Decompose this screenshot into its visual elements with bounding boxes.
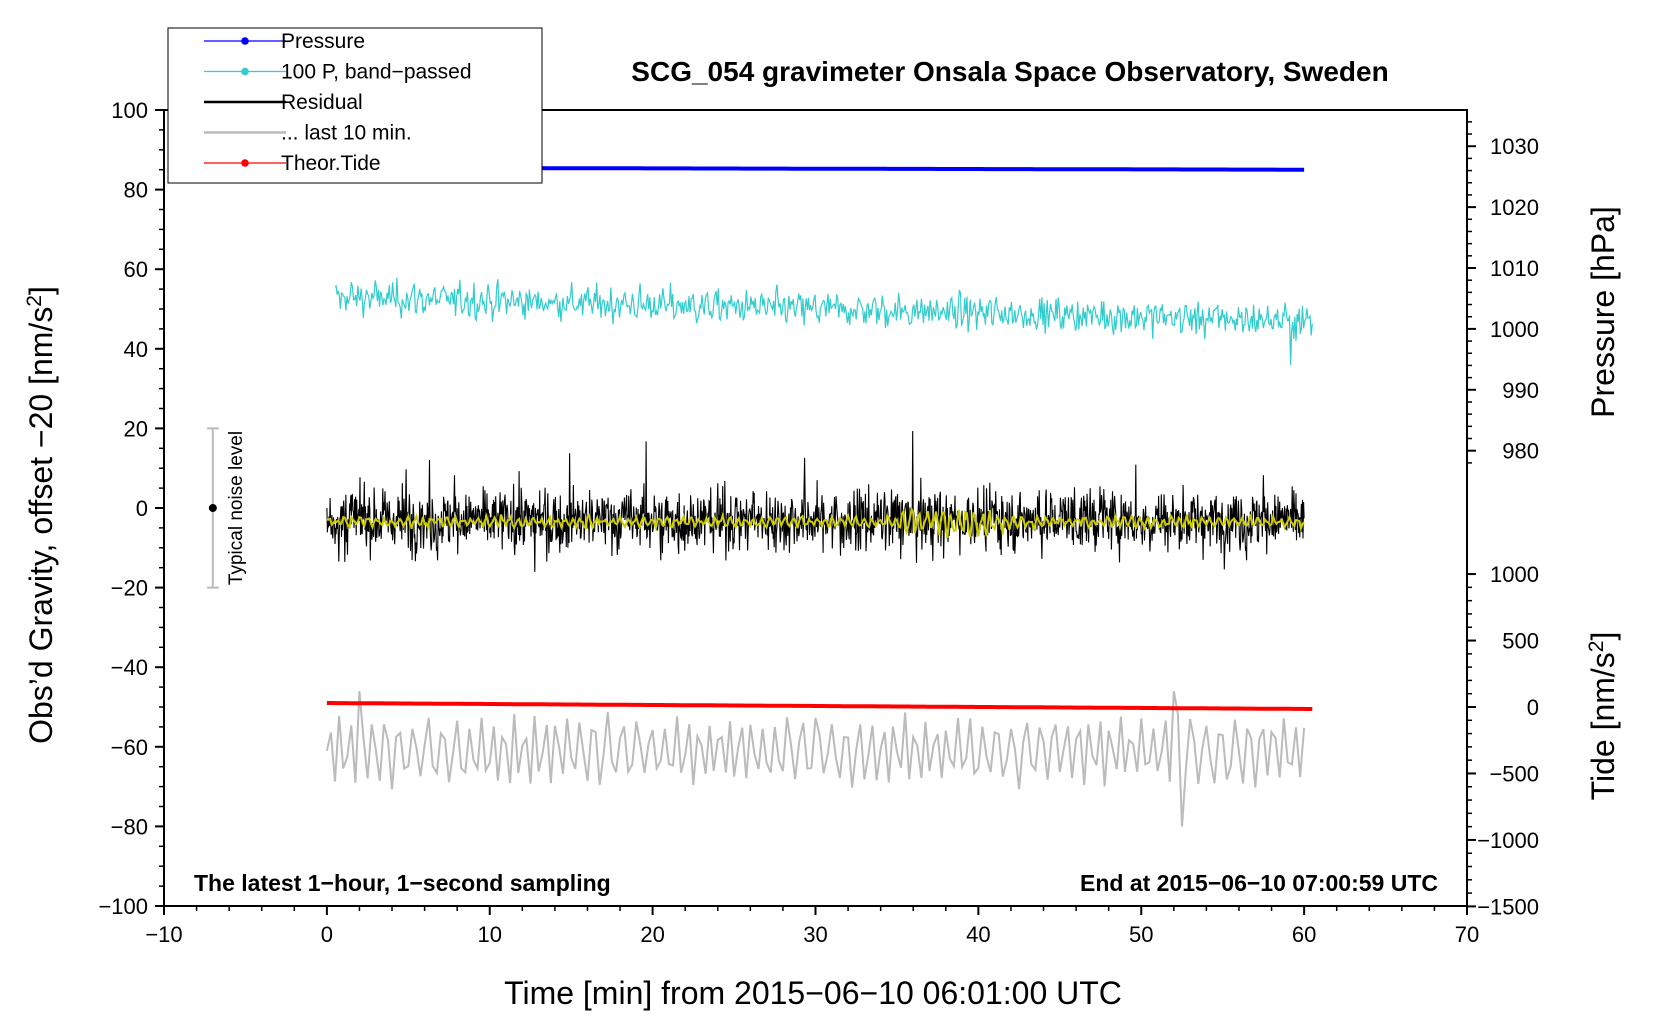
series-residual (326, 430, 1305, 572)
tide-tick-label: −1000 (1477, 828, 1539, 853)
x-tick-label: 0 (321, 922, 333, 947)
series-band-passed-pressure (334, 277, 1313, 365)
y-axis-label-tide: Tide [nm/s2] (1585, 632, 1622, 801)
legend-box (167, 27, 543, 184)
pressure-tick-label: 1030 (1490, 134, 1539, 159)
y-tick-label: −40 (111, 655, 148, 680)
legend-label: Residual (281, 91, 363, 114)
pressure-tick-label: 980 (1502, 439, 1539, 464)
tide-tick-label: 0 (1527, 695, 1539, 720)
legend-label: 100 P, band−passed (281, 61, 472, 84)
x-tick-label: 60 (1292, 922, 1316, 947)
x-tick-label: 20 (640, 922, 664, 947)
noise-bar-center-dot (208, 504, 217, 512)
y-axis-label-left: Obs’d Gravity, offset −20 [nm/s2] (23, 286, 60, 744)
legend-label: ... last 10 min. (281, 122, 412, 145)
axes: −10 0 10 20 30 40 50 60 70100806040200−20−40−60−… (98, 98, 1539, 947)
tide-tick-label: −1500 (1477, 894, 1539, 919)
tide-tick-label: 1000 (1490, 562, 1539, 587)
noise-bar-label: Typical noise level (226, 431, 247, 585)
annotation-bottom-left: The latest 1−hour, 1−second sampling (194, 870, 611, 896)
series-last-10-min (325, 690, 1306, 827)
y-tick-label: 40 (124, 337, 148, 362)
pressure-tick-label: 990 (1502, 378, 1539, 403)
chart-title: SCG_054 gravimeter Onsala Space Observat… (631, 56, 1388, 87)
y-axis-label-pressure: Pressure [hPa] (1585, 206, 1621, 418)
y-tick-label: −20 (111, 576, 148, 601)
annotation-bottom-right: End at 2015−06−10 07:00:59 UTC (1080, 870, 1438, 896)
x-tick-label: 10 (478, 922, 502, 947)
legend-label: Theor.Tide (281, 152, 381, 175)
series-theoretical-tide (326, 701, 1313, 711)
y-tick-label: −80 (111, 814, 148, 839)
y-tick-label: 20 (124, 416, 148, 441)
y-tick-label: 60 (124, 257, 148, 282)
legend-marker (241, 67, 249, 76)
y-tick-label: 80 (124, 178, 148, 203)
x-tick-label: 50 (1129, 922, 1153, 947)
tide-tick-label: −500 (1489, 761, 1539, 786)
series-residual-smoothed (326, 505, 1305, 539)
y-tick-label: 100 (111, 98, 148, 123)
legend-marker (241, 159, 249, 167)
plot-area: Typical noise level (206, 165, 1313, 827)
x-tick-label: −10 (145, 922, 182, 947)
x-axis-label: Time [min] from 2015−06−10 06:01:00 UTC (504, 975, 1122, 1011)
legend-marker (241, 37, 249, 45)
legend: Pressure 100 P, band−passed Residual ... la… (167, 27, 543, 184)
pressure-tick-label: 1010 (1490, 256, 1539, 281)
x-tick-label: 30 (803, 922, 827, 947)
y-tick-label: −100 (98, 894, 148, 919)
legend-label: Pressure (281, 30, 365, 53)
x-tick-label: 70 (1455, 922, 1479, 947)
pressure-tick-label: 1000 (1490, 317, 1539, 342)
pressure-tick-label: 1020 (1490, 195, 1539, 220)
x-tick-label: 40 (966, 922, 990, 947)
tide-tick-label: 500 (1502, 629, 1539, 654)
y-tick-label: 0 (136, 496, 148, 521)
y-tick-label: −60 (111, 735, 148, 760)
